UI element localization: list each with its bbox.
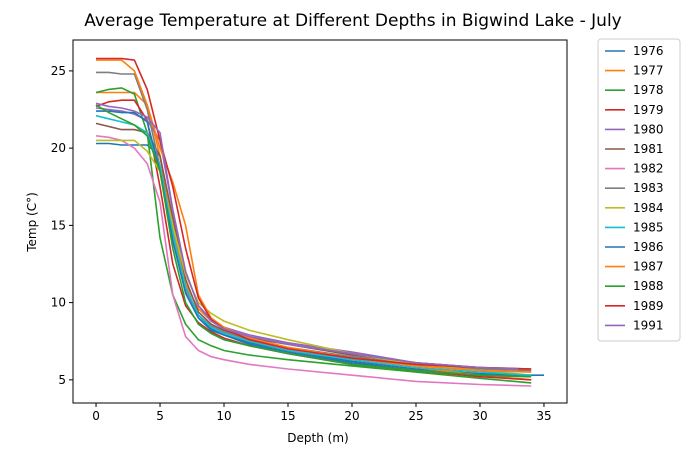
legend-label-1983: 1983 [633, 181, 664, 195]
y-tick-label: 20 [51, 141, 66, 155]
y-tick-label: 10 [51, 296, 66, 310]
x-axis-label: Depth (m) [287, 431, 348, 445]
x-tick-label: 5 [156, 409, 164, 423]
series-line-1976 [96, 142, 544, 376]
legend-label-1988: 1988 [633, 279, 664, 293]
x-tick-label: 0 [92, 409, 100, 423]
series-line-1982 [95, 135, 532, 387]
series-line-1986 [96, 110, 532, 378]
chart-title: Average Temperature at Different Depths … [84, 11, 622, 31]
x-tick-label: 35 [536, 409, 551, 423]
y-tick-label: 25 [51, 64, 66, 78]
series-line-1978 [95, 87, 532, 384]
legend-box [597, 38, 681, 342]
x-tick-label: 25 [408, 409, 423, 423]
legend-label-1981: 1981 [633, 142, 664, 156]
x-tick-label: 30 [472, 409, 487, 423]
legend-label-1987: 1987 [633, 260, 664, 274]
series-line-1988 [95, 104, 532, 378]
x-axis: 0 5 10 15 20 25 30 35 [92, 403, 552, 423]
y-axis: 5 10 15 20 25 [51, 64, 73, 387]
y-tick-label: 5 [58, 373, 66, 387]
legend-label-1977: 1977 [633, 64, 664, 78]
series-line-1983 [96, 71, 532, 372]
legend-label-1980: 1980 [633, 122, 664, 136]
legend-label-1982: 1982 [633, 162, 664, 176]
y-axis-label: Temp (C°) [25, 192, 39, 253]
legend-label-1989: 1989 [633, 299, 664, 313]
legend-label-1985: 1985 [633, 220, 664, 234]
axes-frame [72, 39, 568, 404]
series-line-1989 [96, 57, 532, 370]
x-tick-label: 10 [216, 409, 231, 423]
legend: 1976 1977 1978 1979 1980 1981 1982 1983 1984 1985… [597, 38, 681, 342]
legend-label-1986: 1986 [633, 240, 664, 254]
y-tick-label: 15 [51, 218, 66, 232]
x-tick-label: 15 [280, 409, 295, 423]
series-line-1991 [95, 102, 519, 370]
plot-lines [95, 57, 544, 387]
legend-label-1991: 1991 [633, 318, 664, 332]
legend-label-1978: 1978 [633, 83, 664, 97]
legend-label-1984: 1984 [633, 201, 664, 215]
series-line-1985 [95, 114, 532, 376]
x-tick-label: 20 [344, 409, 359, 423]
legend-label-1976: 1976 [633, 44, 664, 58]
legend-label-1979: 1979 [633, 103, 664, 117]
